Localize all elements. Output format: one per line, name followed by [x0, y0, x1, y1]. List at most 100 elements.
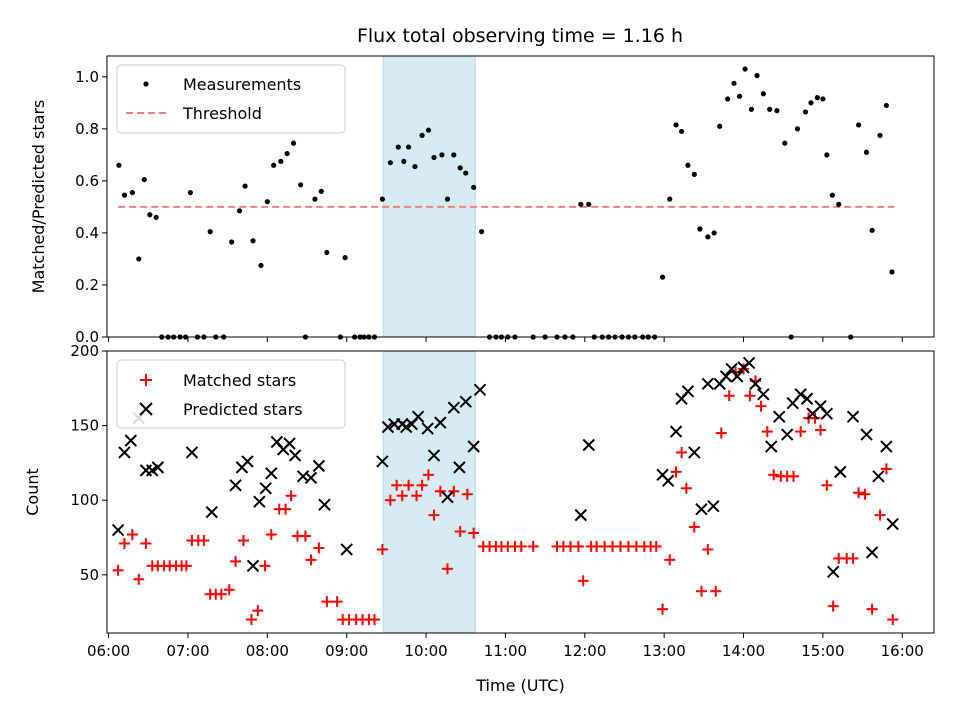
measurement-point [141, 176, 147, 183]
predicted-star-point [780, 428, 794, 441]
measurement-point [794, 126, 801, 132]
matched-star-point [768, 469, 780, 481]
measurement-point [136, 256, 142, 262]
predicted-star-point [111, 523, 125, 537]
measurement-point [774, 108, 780, 114]
matched-star-point [422, 469, 434, 481]
measurement-point [748, 106, 755, 112]
predicted-star-point [151, 461, 165, 474]
x-tick-label: 11:00 [484, 642, 527, 660]
x-tick-label: 15:00 [801, 642, 844, 660]
matched-star-point [827, 600, 839, 612]
matched-star-point [265, 529, 277, 541]
measurement-point [147, 212, 153, 218]
measurement-point [829, 192, 836, 198]
predicted-star-point [773, 410, 786, 423]
measurement-point [767, 106, 773, 112]
predicted-star-point [205, 505, 218, 519]
matched-star-point [215, 588, 227, 600]
predicted-star-point [860, 428, 873, 441]
measurement-point [342, 255, 348, 261]
predicted-star-point [820, 407, 834, 420]
predicted-star-point [318, 498, 331, 511]
predicted-star-point [434, 416, 447, 429]
count-y-ticks: 50 100 150 200 [70, 342, 107, 584]
measurement-point [242, 183, 248, 189]
matched-star-point [744, 390, 756, 402]
ratio-legend-box [116, 64, 346, 134]
matched-star-point [723, 390, 735, 402]
predicted-star-point [794, 388, 807, 401]
measurement-point [711, 230, 717, 236]
measurement-point [736, 93, 743, 99]
matched-star-point [515, 540, 527, 552]
measurement-point [820, 96, 826, 102]
predicted-star-point [872, 470, 885, 483]
predicted-star-point [118, 446, 131, 459]
measurement-point [578, 201, 584, 207]
legend-matched-label: Matched stars [183, 371, 296, 390]
measurement-point [387, 160, 393, 166]
matched-star-point [223, 584, 235, 596]
legend-matched-marker [140, 374, 152, 386]
measurement-point [236, 208, 243, 214]
ratio-y-tick-label: 0.6 [75, 172, 99, 190]
ratio-panel-frame [106, 55, 935, 338]
measurement-point [278, 158, 284, 164]
matched-star-point [299, 530, 311, 542]
measurement-point [760, 91, 766, 97]
measurement-point [824, 152, 830, 158]
predicted-star-point [447, 401, 461, 414]
predicted-star-point [411, 410, 425, 423]
matched-star-point [680, 482, 692, 494]
matched-star-point [198, 534, 210, 546]
measurement-point [419, 132, 425, 138]
measurement-point [883, 102, 889, 109]
ratio-y-tick-label: 0.2 [75, 276, 99, 294]
measurement-point [691, 171, 697, 177]
predicted-star-point [757, 388, 770, 401]
measurement-point [250, 238, 256, 244]
x-axis-label: Time (UTC) [475, 676, 564, 695]
matched-star-point [650, 540, 662, 552]
x-tick-label: 06:00 [87, 642, 130, 660]
matched-star-point [118, 537, 130, 549]
ratio-y-tick-label: 1.0 [75, 68, 99, 86]
measurement-point [479, 229, 485, 235]
matched-star-point [376, 543, 388, 555]
predicted-star-point [800, 392, 814, 405]
predicted-star-point [661, 474, 675, 488]
predicted-star-point [730, 370, 744, 383]
measurement-point [717, 123, 723, 129]
matched-star-point [384, 494, 396, 506]
predicted-star-point [574, 508, 588, 522]
matched-star-point [180, 560, 192, 572]
predicted-star-point [265, 467, 278, 480]
count-x-ticks: 06:00 07:00 08:00 09:00 10:00 11:00 12:00 13:00… [87, 633, 924, 660]
matched-star-point [252, 605, 264, 617]
measurement-point [877, 132, 883, 138]
legend-measurements-label: Measurements [183, 75, 301, 94]
ratio-y-tick-label: 0.0 [75, 328, 99, 346]
measurement-point [697, 226, 703, 232]
measurement-point [754, 72, 760, 79]
matched-star-point [761, 426, 773, 438]
measurement-point [444, 196, 451, 202]
measurement-point [439, 152, 445, 158]
matched-star-point [285, 490, 297, 502]
measurement-point [207, 229, 213, 235]
measurement-point [284, 150, 290, 157]
matched-star-point [280, 503, 292, 515]
predicted-star-point [582, 438, 595, 452]
matched-star-point [577, 575, 589, 587]
x-tick-label: 13:00 [643, 642, 686, 660]
measurement-point [889, 269, 895, 275]
predicted-star-point [259, 482, 272, 495]
predicted-star-point [826, 565, 840, 579]
matched-star-point [140, 537, 152, 549]
predicted-star-point [695, 502, 708, 516]
predicted-star-point [288, 449, 302, 462]
predicted-star-point [742, 356, 756, 370]
measurement-point [808, 100, 814, 106]
